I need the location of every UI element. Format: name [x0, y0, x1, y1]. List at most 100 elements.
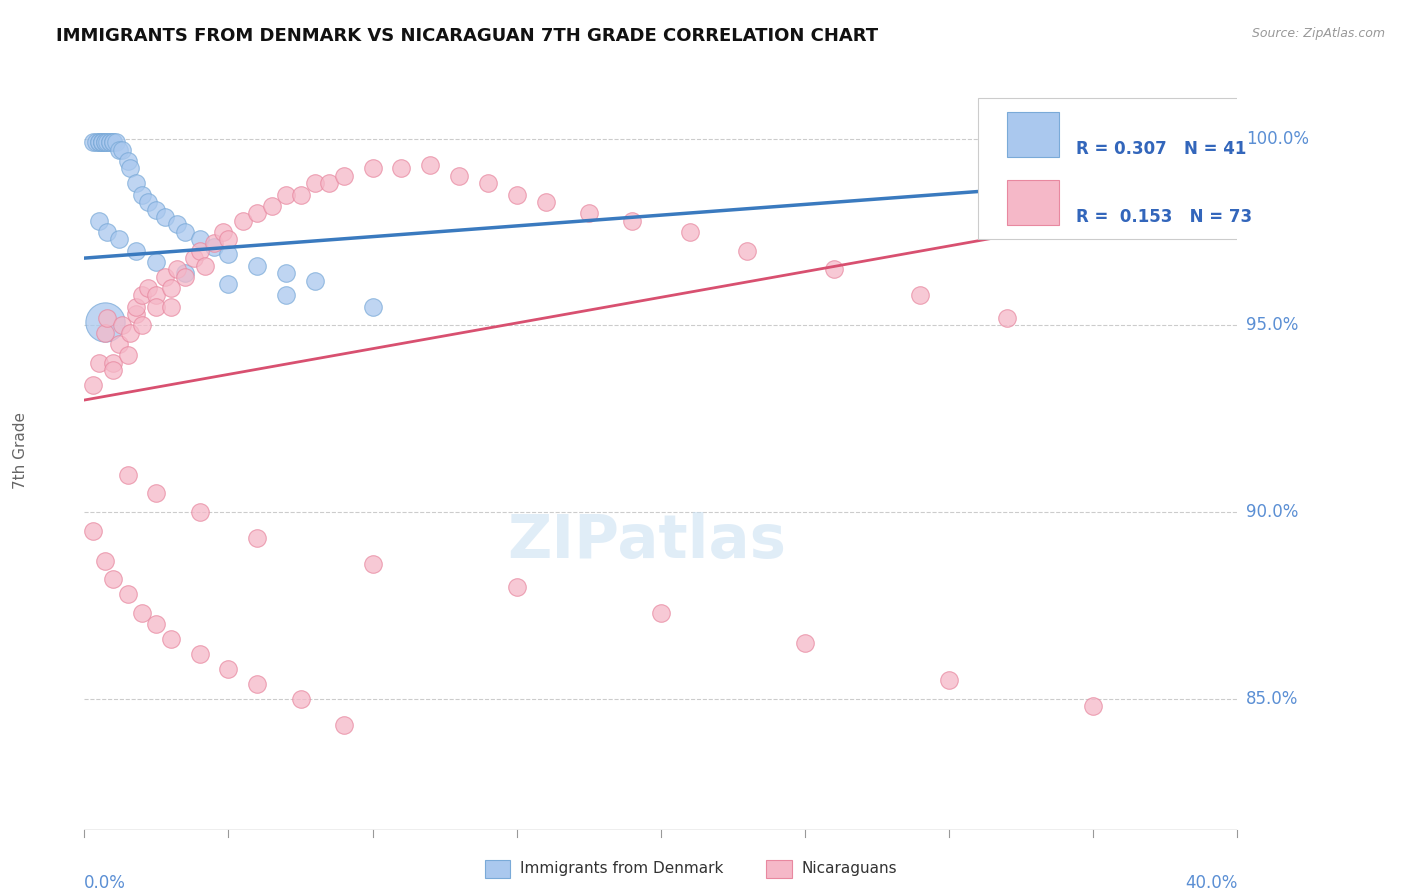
Point [794, 636, 817, 650]
Point [120, 326, 142, 340]
Point [737, 244, 759, 258]
Point [145, 300, 167, 314]
Point [120, 161, 142, 176]
Text: R =  0.153   N = 73: R = 0.153 N = 73 [1076, 208, 1251, 226]
Point [188, 647, 211, 661]
Point [477, 177, 499, 191]
Point [578, 206, 600, 220]
Point [117, 467, 139, 482]
Point [276, 288, 298, 302]
Point [103, 572, 124, 586]
Text: 40.0%: 40.0% [1185, 874, 1237, 892]
Text: IMMIGRANTS FROM DENMARK VS NICARAGUAN 7TH GRADE CORRELATION CHART: IMMIGRANTS FROM DENMARK VS NICARAGUAN 7T… [56, 27, 879, 45]
Point [90, 136, 112, 150]
Point [111, 143, 134, 157]
Point [96, 136, 118, 150]
Point [174, 269, 197, 284]
Point [232, 213, 254, 227]
Point [188, 505, 211, 519]
Point [304, 177, 326, 191]
Point [103, 356, 124, 370]
Point [103, 136, 124, 150]
Point [290, 691, 312, 706]
Point [108, 143, 131, 157]
Point [276, 266, 298, 280]
Point [93, 136, 115, 150]
Point [160, 281, 183, 295]
Point [145, 202, 167, 217]
Point [1083, 699, 1105, 714]
Point [93, 136, 115, 150]
Text: 100.0%: 100.0% [1246, 129, 1309, 147]
Point [938, 673, 960, 688]
Point [183, 251, 205, 265]
Point [96, 225, 118, 239]
Point [188, 232, 211, 246]
Point [153, 269, 176, 284]
Point [166, 262, 188, 277]
Point [333, 718, 356, 732]
Point [650, 606, 672, 620]
Point [98, 136, 121, 150]
Point [823, 262, 845, 277]
Point [361, 300, 384, 314]
Point [218, 662, 240, 676]
Point [202, 240, 225, 254]
Text: Nicaraguans: Nicaraguans [801, 862, 897, 876]
Point [290, 187, 312, 202]
Point [82, 136, 104, 150]
Point [304, 273, 326, 287]
Point [276, 187, 298, 202]
Point [1168, 128, 1191, 142]
Point [145, 617, 167, 632]
Point [87, 213, 110, 227]
Point [449, 169, 471, 183]
Point [211, 225, 233, 239]
Point [117, 153, 139, 168]
Point [145, 486, 167, 500]
Point [98, 136, 121, 150]
Text: Immigrants from Denmark: Immigrants from Denmark [520, 862, 724, 876]
Point [160, 300, 183, 314]
Point [506, 580, 529, 594]
Text: 0.0%: 0.0% [84, 874, 127, 892]
Point [108, 337, 131, 351]
Point [145, 288, 167, 302]
Point [174, 225, 197, 239]
Point [108, 232, 131, 246]
Point [82, 524, 104, 538]
Point [679, 225, 702, 239]
Point [105, 136, 128, 150]
Point [87, 136, 110, 150]
Text: R = 0.307   N = 41: R = 0.307 N = 41 [1076, 140, 1246, 158]
Point [318, 177, 340, 191]
Text: 90.0%: 90.0% [1246, 503, 1298, 521]
Point [125, 300, 148, 314]
Text: ZIPatlas: ZIPatlas [508, 513, 786, 572]
Point [218, 247, 240, 261]
Point [534, 195, 557, 210]
Point [125, 244, 148, 258]
Text: 7th Grade: 7th Grade [14, 412, 28, 489]
Point [125, 177, 148, 191]
Point [125, 307, 148, 321]
Point [621, 213, 644, 227]
Point [246, 677, 269, 691]
Point [153, 210, 176, 224]
Point [419, 158, 441, 172]
Point [136, 195, 159, 210]
Point [131, 288, 153, 302]
Point [246, 259, 269, 273]
Point [103, 363, 124, 377]
Point [84, 136, 107, 150]
Point [117, 587, 139, 601]
Point [506, 187, 529, 202]
Point [103, 136, 124, 150]
Point [246, 531, 269, 545]
Point [131, 318, 153, 333]
Point [93, 326, 115, 340]
Point [202, 236, 225, 251]
Text: 85.0%: 85.0% [1246, 690, 1298, 708]
Point [188, 244, 211, 258]
Point [174, 266, 197, 280]
